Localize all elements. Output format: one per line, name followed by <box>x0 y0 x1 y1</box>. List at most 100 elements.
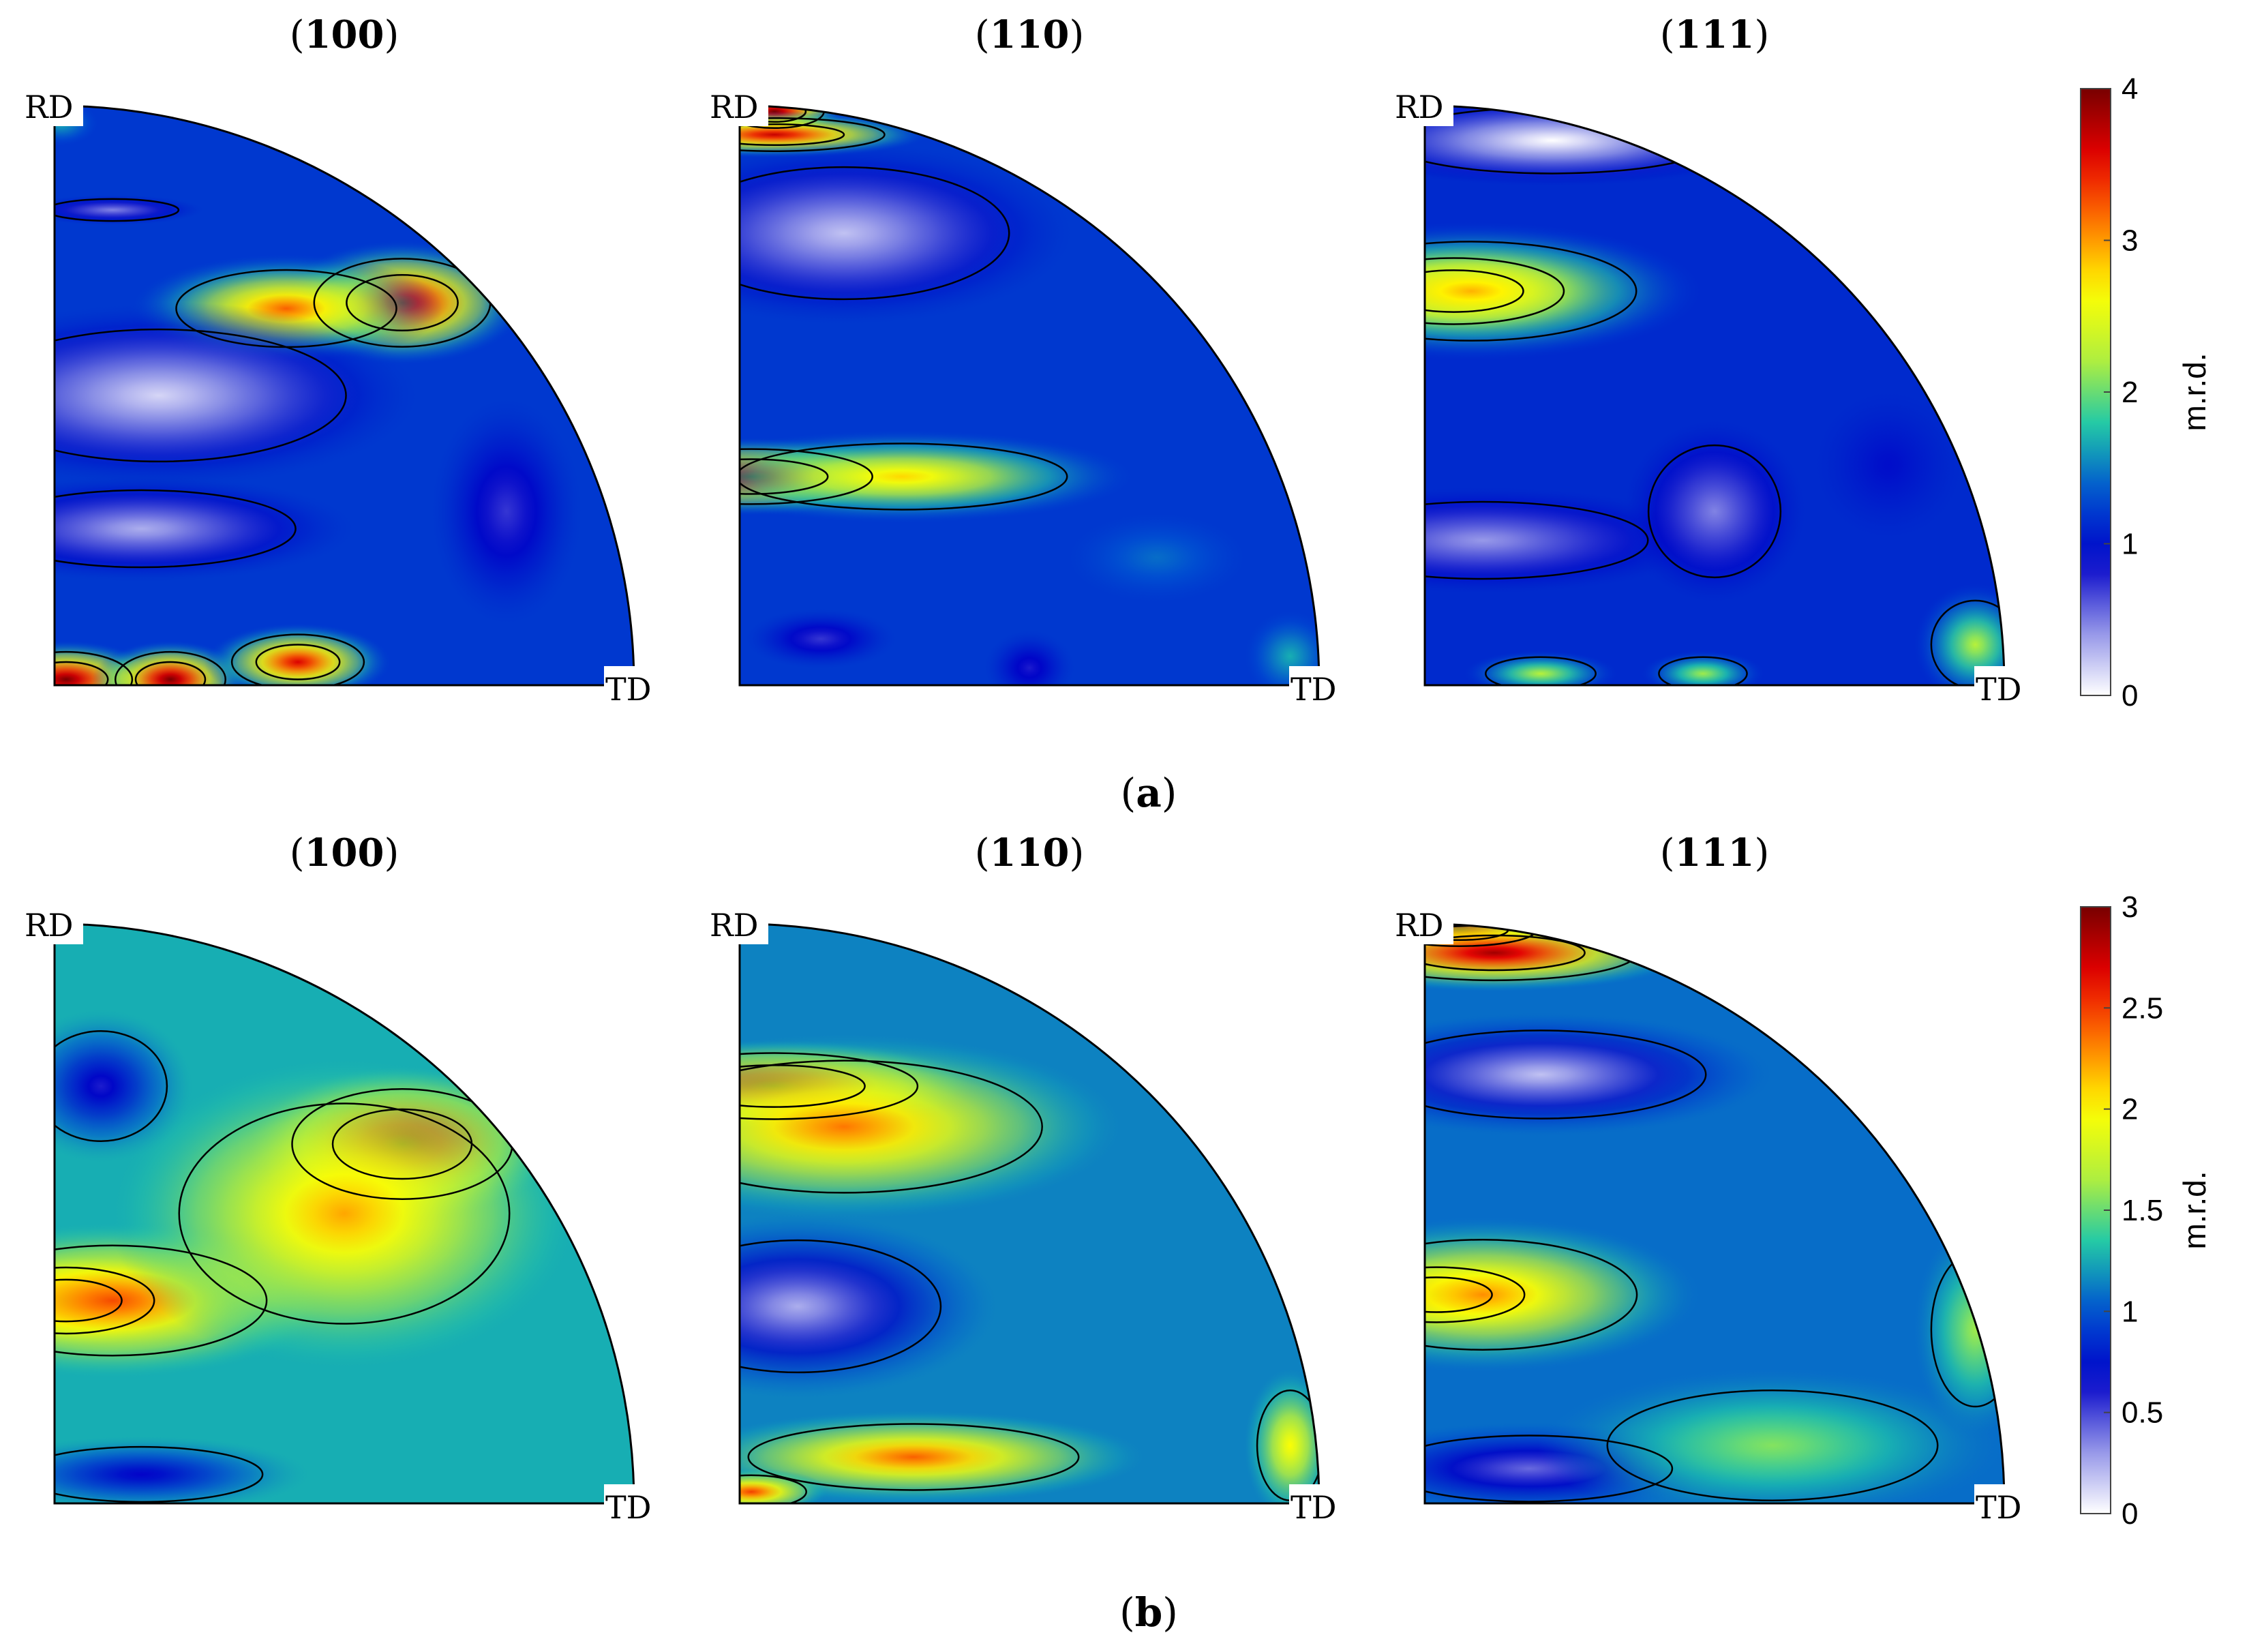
td-label-background <box>604 1484 667 1524</box>
colorbar-tick-label: 1 <box>2122 528 2138 561</box>
rd-label-background <box>1393 906 1453 944</box>
contour-line <box>230 633 365 685</box>
contour-line <box>55 1244 268 1357</box>
pole-figure-fill <box>1425 106 2004 685</box>
pole-figure-fill <box>740 106 1319 685</box>
contour-line <box>1425 934 1586 972</box>
contour-line <box>1930 599 2004 685</box>
pole-figure-outline <box>1423 922 2006 1505</box>
contour-line <box>1425 500 1649 580</box>
td-label-background <box>604 666 667 706</box>
colorbar-tick-label: 3 <box>2122 890 2138 924</box>
contour-line <box>740 123 845 147</box>
colorbar-tick-label: 3 <box>2122 224 2138 258</box>
pole-figure-title: (110) <box>975 12 1085 57</box>
td-label: TD <box>1291 671 1337 708</box>
rd-label: RD <box>710 907 759 944</box>
contour-line <box>740 448 873 505</box>
intensity-region <box>428 393 585 629</box>
intensity-region <box>742 607 899 670</box>
pole-figure-title: (100) <box>290 830 399 875</box>
contour-line <box>55 1445 264 1503</box>
colorbar-tick-label: 2 <box>2122 376 2138 409</box>
colorbar-label: m.r.d. <box>2177 1171 2212 1249</box>
td-label-background <box>1974 1484 2037 1524</box>
contour-line <box>1425 1435 1674 1503</box>
pole-figure-fill <box>740 924 1319 1503</box>
contour-line <box>1425 1030 1707 1120</box>
colorbar-tick-label: 2.5 <box>2122 991 2163 1025</box>
pole-figure-outline <box>738 922 1320 1505</box>
colorbar-tick-label: 4 <box>2122 72 2138 106</box>
td-label: TD <box>1291 1489 1337 1526</box>
td-label-background <box>1289 1484 1352 1524</box>
pole-figure-a-110: RD TD (110) <box>708 12 1352 708</box>
colorbar: 0 1 2 3 4 m.r.d. <box>2080 72 2212 712</box>
pole-figure-title: (111) <box>1660 830 1770 875</box>
colorbar-tick-label: 1 <box>2122 1295 2138 1328</box>
contour-line <box>255 644 341 680</box>
contour-line <box>1485 656 1597 685</box>
contour-line <box>55 650 134 685</box>
contour-line <box>55 198 180 222</box>
contour-line <box>134 661 207 685</box>
contour-line <box>178 1102 511 1325</box>
contour-line <box>747 1423 1080 1491</box>
rd-label-background <box>23 906 83 944</box>
contour-line <box>1425 269 1524 313</box>
contour-line <box>55 661 109 685</box>
contour-line <box>1425 241 1637 342</box>
contour-line <box>740 1239 942 1374</box>
contour-line <box>1425 257 1565 325</box>
colorbar-tick-label: 0 <box>2122 679 2138 712</box>
contour-line <box>1425 1276 1493 1313</box>
contour-line <box>740 117 886 152</box>
td-label: TD <box>605 1489 652 1526</box>
colorbar-tick-label: 0 <box>2122 1497 2138 1531</box>
pole-figure-b-110: RD TD (110) <box>708 830 1352 1526</box>
contour-line <box>740 166 1010 301</box>
contour-line <box>55 489 297 569</box>
contour-line <box>55 328 347 463</box>
contour-line <box>1425 1239 1638 1351</box>
contour-line <box>1658 656 1748 685</box>
contour-line <box>1425 1266 1526 1323</box>
pole-figure-title: (110) <box>975 830 1085 875</box>
rd-label: RD <box>25 907 74 944</box>
pole-figure-title: (111) <box>1660 12 1770 57</box>
colorbar-tick-label: 1.5 <box>2122 1194 2163 1227</box>
contour-line <box>1606 1390 1939 1501</box>
rd-label: RD <box>1395 89 1444 125</box>
panel-caption: (a) <box>1121 770 1177 816</box>
pole-figure-outline <box>738 104 1320 687</box>
td-label: TD <box>605 671 652 708</box>
intensity-region <box>1063 511 1251 605</box>
contour-line <box>115 650 226 685</box>
pole-figure-fill <box>1425 924 2004 1503</box>
td-label-background <box>1289 666 1352 706</box>
colorbar-tick-label: 2 <box>2122 1093 2138 1126</box>
colorbar: 0 0.5 1 1.5 2 2.5 3 m.r.d. <box>2080 890 2212 1531</box>
contour-line <box>740 1060 1043 1194</box>
rd-label-background <box>1393 88 1453 126</box>
contour-line <box>1647 444 1782 579</box>
panel-caption: (b) <box>1119 1589 1178 1636</box>
contour-line <box>740 442 1068 511</box>
rd-label-background <box>708 88 768 126</box>
contour-line <box>740 458 829 495</box>
pole-figure-b-111: RD TD (111) <box>1393 830 2037 1526</box>
contour-line <box>346 273 459 332</box>
contour-line <box>740 1052 919 1120</box>
pole-figure-outline <box>53 922 635 1505</box>
intensity-region <box>982 629 1076 685</box>
rd-label-background <box>708 906 768 944</box>
pole-figure-title: (100) <box>290 12 399 57</box>
pole-figure-b-100: RD TD (100) <box>23 830 667 1526</box>
colorbar-tick-label: 0.5 <box>2122 1396 2163 1430</box>
contour-line <box>55 1030 168 1142</box>
intensity-region <box>1810 387 1967 543</box>
contour-line <box>55 1278 123 1323</box>
rd-label: RD <box>25 89 74 125</box>
